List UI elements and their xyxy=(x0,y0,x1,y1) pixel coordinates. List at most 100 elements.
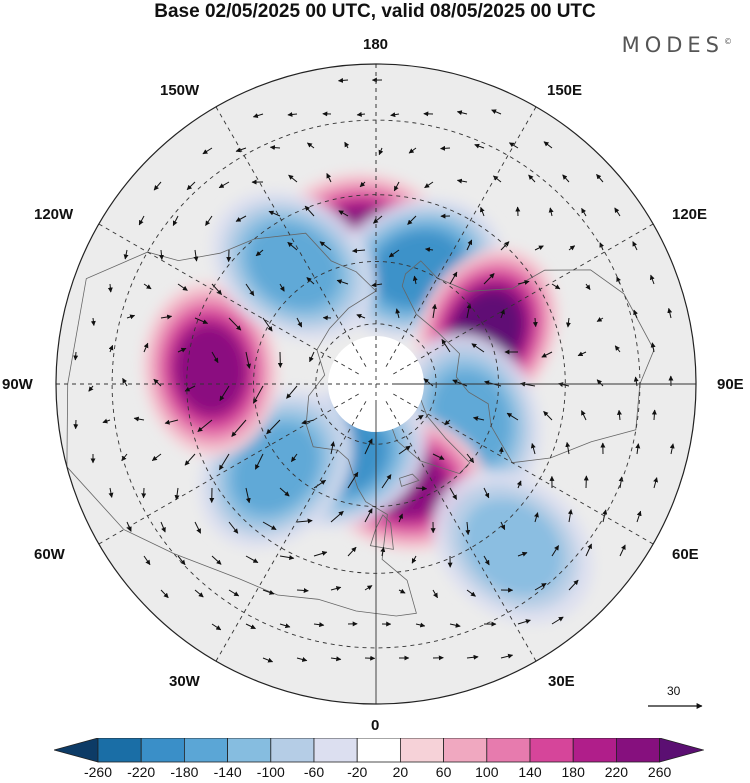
wind-arrow xyxy=(530,443,536,455)
lon-label-120e: 120E xyxy=(672,206,708,223)
wind-arrow xyxy=(126,314,136,320)
wind-arrow xyxy=(633,376,639,387)
coastline xyxy=(66,232,417,617)
wind-arrow xyxy=(307,142,315,149)
meridian xyxy=(385,401,537,662)
wind-arrow xyxy=(211,283,222,295)
wind-arrow xyxy=(235,215,247,222)
wind-arrow xyxy=(151,453,162,461)
wind-arrow xyxy=(466,453,475,463)
wind-arrow xyxy=(441,338,451,353)
wind-arrow xyxy=(636,510,642,523)
colorbar-cell xyxy=(227,738,272,763)
wind-arrow xyxy=(194,589,204,598)
wind-arrow xyxy=(465,521,471,536)
wind-arrow xyxy=(197,419,213,432)
wind-arrow xyxy=(141,487,147,499)
colorbar-tick-label: 260 xyxy=(647,764,672,780)
colorbar-tick-label: 20 xyxy=(392,764,409,780)
wind-arrow xyxy=(517,619,531,625)
wind-arrow xyxy=(143,283,152,290)
wind-arrow xyxy=(88,385,94,392)
wind-arrow xyxy=(616,409,622,421)
wind-arrow xyxy=(296,518,313,524)
wind-arrow xyxy=(121,453,128,462)
wind-arrow xyxy=(650,342,656,353)
wind-arrow xyxy=(567,509,573,523)
wind-arrow xyxy=(255,249,264,257)
wind-arrow xyxy=(491,109,502,115)
wind-arrow xyxy=(133,416,145,422)
meridian xyxy=(393,393,654,545)
wind-arrow xyxy=(483,487,490,499)
wind-arrow xyxy=(425,247,434,253)
wind-arrow xyxy=(262,317,273,332)
wind-arrow xyxy=(158,249,164,260)
wind-arrow xyxy=(565,317,571,328)
colorbar-cell xyxy=(140,738,185,763)
wind-arrow xyxy=(177,283,188,291)
colorbar-tick-label: -260 xyxy=(83,764,113,780)
wind-arrow xyxy=(290,453,298,463)
wind-arrow xyxy=(432,453,445,460)
wind-arrow xyxy=(516,480,522,489)
wind-arrow xyxy=(252,113,264,118)
colorbar-tick-label: 140 xyxy=(518,764,542,780)
wind-arrow xyxy=(359,181,366,188)
wind-arrow xyxy=(352,248,366,254)
wind-arrow xyxy=(506,412,519,421)
wind-arrow xyxy=(309,351,315,363)
wind-arrow xyxy=(596,317,604,322)
colorbar-cell xyxy=(356,738,401,763)
wind-arrow xyxy=(500,309,505,319)
wind-arrow xyxy=(483,273,495,285)
wind-arrow xyxy=(356,111,366,117)
wind-arrow xyxy=(479,206,485,217)
wind-arrow xyxy=(218,181,230,189)
wind-arrow xyxy=(568,579,579,591)
wind-arrow xyxy=(108,344,114,353)
wind-arrow xyxy=(632,241,638,251)
colorbar-tick-label: 100 xyxy=(475,764,499,780)
wind-arrow xyxy=(313,622,325,628)
wind-arrow xyxy=(296,657,308,662)
wind-arrow xyxy=(614,345,621,353)
meridian xyxy=(98,223,359,375)
wind-arrow xyxy=(330,656,342,662)
lon-label-90w: 90W xyxy=(2,376,33,393)
wind-arrow xyxy=(287,241,298,251)
wind-arrow xyxy=(228,317,242,331)
wind-arrow xyxy=(231,419,247,437)
wind-arrow xyxy=(296,317,303,328)
wind-arrow xyxy=(143,342,149,353)
graticule xyxy=(56,64,696,704)
wind-arrow xyxy=(517,279,530,285)
colorbar-tick-label: -60 xyxy=(303,764,325,780)
wind-arrow xyxy=(186,181,196,191)
lon-label-60e: 60E xyxy=(672,546,699,563)
wind-arrow xyxy=(279,555,295,561)
wind-arrow xyxy=(356,314,366,319)
lon-label-120w: 120W xyxy=(34,206,74,223)
wind-arrow xyxy=(528,174,536,183)
lon-label-60w: 60W xyxy=(34,546,65,563)
wind-arrow xyxy=(193,249,199,262)
wind-arrow xyxy=(330,441,336,455)
wind-arrow xyxy=(388,249,400,258)
wind-arrow xyxy=(432,589,438,599)
wind-arrow xyxy=(108,487,114,498)
wind-arrow xyxy=(123,249,129,260)
wind-arrow xyxy=(288,174,298,183)
coastline xyxy=(399,473,420,487)
wind-arrow xyxy=(153,181,162,191)
wind-arrow xyxy=(164,419,179,425)
wind-arrow xyxy=(577,351,587,357)
wind-arrow xyxy=(286,385,298,399)
wind-arrow xyxy=(301,419,315,425)
wind-arrow xyxy=(330,586,342,591)
colorbar-tick-label: -100 xyxy=(256,764,285,780)
wind-arrow xyxy=(268,210,281,217)
wind-arrow xyxy=(500,521,506,531)
wind-arrow xyxy=(174,487,180,501)
colorbar-tick-label: -220 xyxy=(127,764,156,780)
